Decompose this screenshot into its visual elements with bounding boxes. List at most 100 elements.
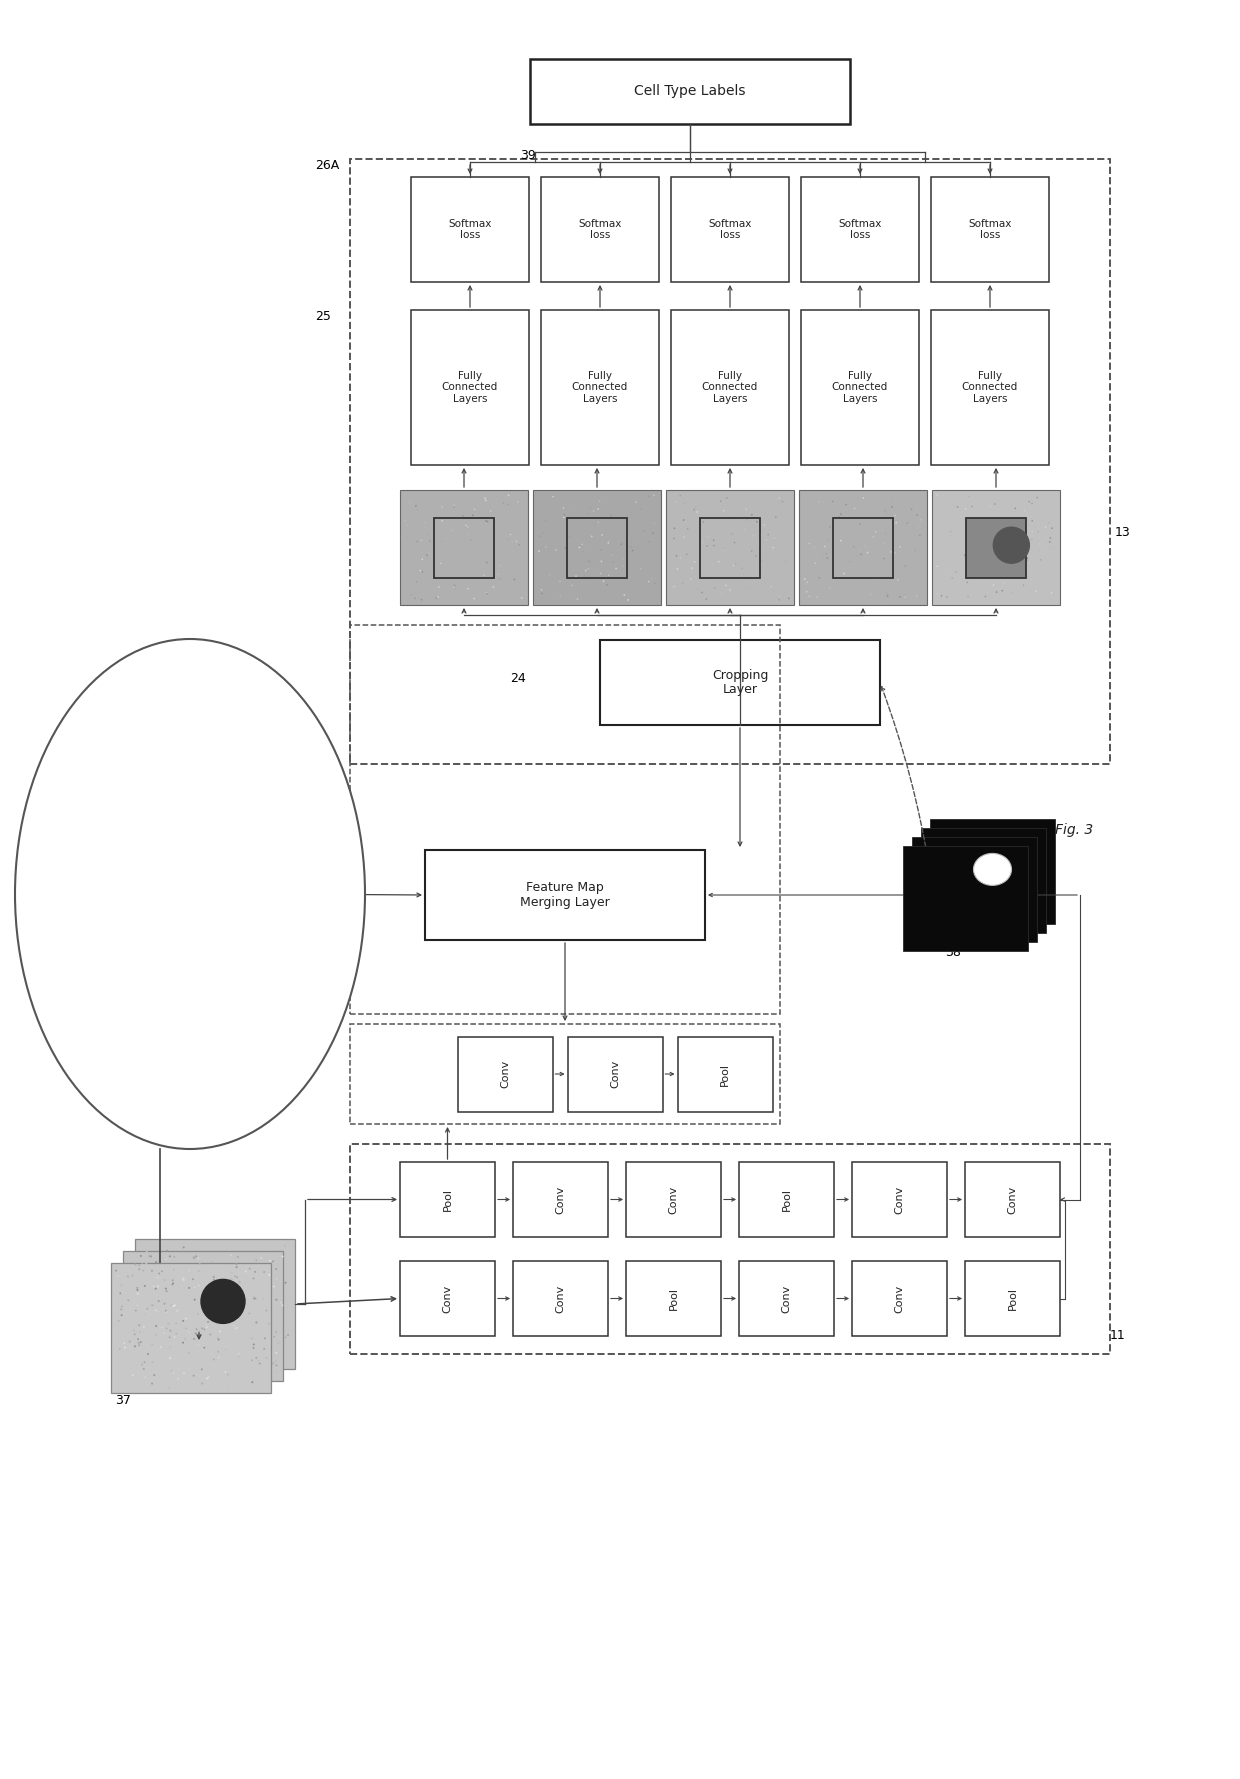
Bar — [930, 818, 1055, 923]
Point — [396, 507, 415, 535]
Point — [671, 482, 691, 511]
Point — [474, 560, 494, 589]
Point — [724, 528, 744, 557]
Bar — [541, 176, 658, 283]
Text: Cropping
Layer: Cropping Layer — [712, 669, 769, 697]
Point — [241, 1313, 260, 1341]
Bar — [350, 1025, 780, 1124]
Point — [1022, 525, 1042, 553]
Point — [441, 559, 461, 587]
Point — [713, 548, 733, 576]
Point — [110, 1279, 130, 1308]
Point — [1004, 519, 1024, 548]
Point — [172, 1318, 192, 1347]
Point — [880, 537, 900, 566]
Point — [160, 1345, 180, 1373]
Point — [218, 1281, 238, 1309]
Point — [846, 495, 866, 523]
Point — [160, 1242, 180, 1270]
Point — [140, 1332, 160, 1361]
Point — [164, 1268, 184, 1297]
Point — [853, 484, 873, 512]
Point — [795, 516, 815, 544]
Point — [165, 1244, 185, 1272]
Point — [972, 493, 992, 521]
Circle shape — [993, 527, 1029, 564]
Point — [761, 573, 781, 601]
Point — [665, 514, 684, 543]
Point — [1017, 546, 1037, 575]
Point — [815, 493, 835, 521]
Point — [157, 1279, 177, 1308]
Point — [216, 1290, 236, 1318]
Point — [890, 532, 910, 560]
Point — [177, 1311, 197, 1340]
Point — [505, 566, 525, 594]
Bar — [666, 489, 794, 605]
Point — [144, 1361, 164, 1389]
Point — [166, 1309, 186, 1338]
Point — [709, 573, 729, 601]
Point — [154, 1290, 174, 1318]
Bar — [852, 1162, 947, 1236]
Point — [575, 557, 595, 585]
Point — [882, 493, 901, 521]
Point — [599, 528, 619, 557]
Point — [138, 1340, 157, 1368]
Point — [216, 1357, 236, 1386]
Point — [971, 509, 991, 537]
Point — [397, 511, 417, 539]
Point — [218, 1361, 238, 1389]
Text: 23: 23 — [300, 866, 316, 881]
Point — [246, 1263, 265, 1292]
Point — [175, 1332, 195, 1361]
Point — [625, 530, 645, 559]
Point — [272, 1288, 291, 1316]
Point — [129, 1331, 149, 1359]
Point — [626, 487, 646, 516]
Point — [444, 571, 464, 600]
Point — [143, 1256, 162, 1284]
Point — [275, 1231, 295, 1260]
Point — [596, 571, 616, 600]
Point — [640, 527, 660, 555]
Point — [532, 580, 552, 608]
Point — [795, 564, 815, 592]
Point — [174, 1233, 193, 1261]
Point — [1029, 535, 1049, 564]
Point — [888, 566, 908, 594]
Bar — [799, 489, 928, 605]
Point — [978, 535, 998, 564]
Point — [1003, 546, 1023, 575]
Point — [148, 1297, 167, 1325]
Point — [910, 521, 930, 550]
Point — [1013, 534, 1033, 562]
Point — [1019, 487, 1039, 516]
Point — [994, 569, 1014, 598]
Point — [278, 1320, 298, 1348]
Point — [407, 568, 427, 596]
Point — [1022, 507, 1042, 535]
Point — [244, 1331, 264, 1359]
Point — [202, 1292, 222, 1320]
Point — [174, 1265, 193, 1293]
Point — [668, 523, 688, 551]
Point — [188, 1331, 208, 1359]
Point — [145, 1297, 165, 1325]
Point — [148, 1263, 167, 1292]
Point — [165, 1292, 185, 1320]
Point — [773, 487, 792, 516]
Point — [1042, 578, 1061, 607]
Bar — [410, 176, 529, 283]
Point — [224, 1261, 244, 1290]
Point — [476, 578, 496, 607]
Point — [124, 1316, 144, 1345]
Point — [976, 582, 996, 610]
Point — [254, 1258, 274, 1286]
Point — [554, 500, 574, 528]
Point — [134, 1318, 154, 1347]
Point — [156, 1277, 176, 1306]
Point — [854, 559, 874, 587]
Point — [613, 505, 632, 534]
Point — [686, 493, 706, 521]
